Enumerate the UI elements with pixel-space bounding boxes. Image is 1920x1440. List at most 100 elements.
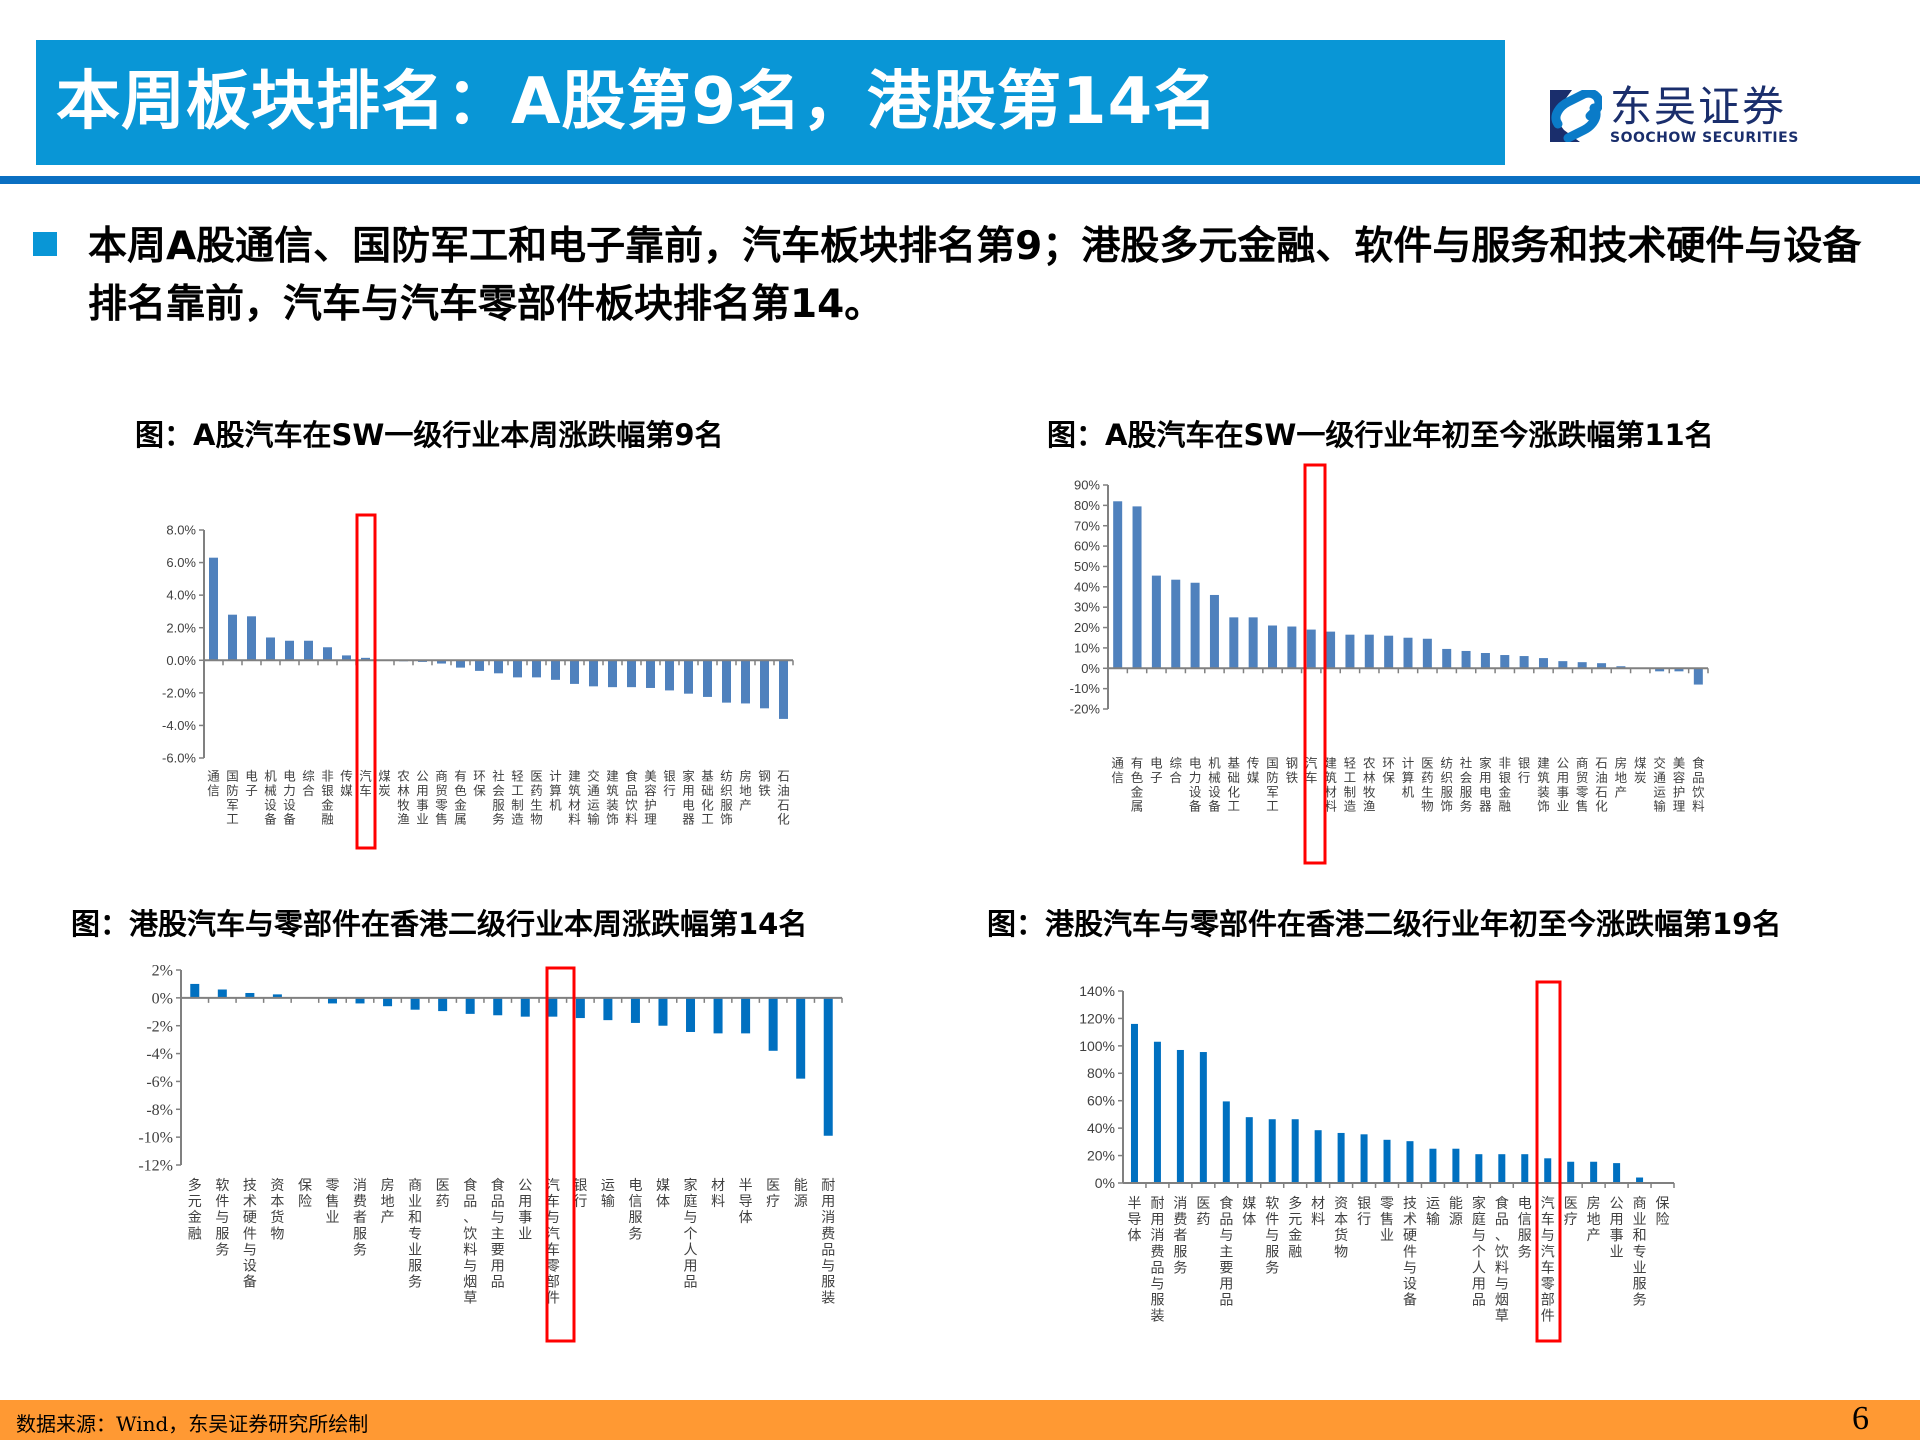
- logo-text-en: SOOCHOW SECURITIES: [1610, 130, 1799, 146]
- x-tick-label: 汽车: [1305, 756, 1318, 785]
- x-tick-label: 建筑装饰: [1537, 756, 1550, 814]
- bar-chart-a-ytd: 90% 80% 70% 60% 50% 40% 30% 20% 10% 0% -10% -20% 通信有…: [1070, 463, 1709, 865]
- x-tick-label: 食品饮料: [625, 769, 638, 827]
- y-tick-label: 90%: [1074, 478, 1100, 493]
- bar: [1422, 638, 1432, 669]
- y-tick-label: 80%: [1074, 498, 1100, 513]
- chart-title-a-ytd: 图：A股汽车在SW一级行业年初至今涨跌幅第11名: [1047, 418, 1714, 452]
- y-tick-label: 70%: [1074, 518, 1100, 533]
- x-tick-label: 电子: [245, 769, 258, 798]
- x-tick-label: 美容护理: [1673, 756, 1686, 814]
- highlight-box: [545, 966, 576, 1343]
- x-tick-label: 煤炭: [378, 769, 391, 798]
- x-tick-label: 环保: [473, 769, 486, 798]
- y-tick-label: -10%: [1070, 681, 1101, 696]
- bar: [465, 997, 475, 1014]
- bar: [1567, 1161, 1575, 1183]
- y-tick-label: 6.0%: [166, 555, 196, 570]
- x-tick-label: 国防军工: [1266, 756, 1279, 814]
- bar: [1519, 656, 1529, 669]
- bar: [1498, 1154, 1506, 1183]
- x-tick-label: 石油石化: [1595, 756, 1608, 814]
- bar-chart-a-week: 8.0% 6.0% 4.0% 2.0% 0.0% -2.0% -4.0% -6.0% 通信国防军…: [162, 513, 794, 850]
- x-tick-label: 通信: [1111, 756, 1124, 785]
- bar: [1442, 648, 1452, 669]
- x-tick-label: 传媒: [1247, 756, 1260, 785]
- data-source-note: 数据来源：Wind，东吴证券研究所绘制: [16, 1412, 369, 1436]
- bar: [1345, 634, 1355, 669]
- y-tick-label: -8%: [146, 1102, 173, 1119]
- y-tick-label: 4.0%: [166, 588, 196, 603]
- bar: [361, 657, 370, 661]
- x-tick-label: 资本货物: [270, 1178, 284, 1242]
- y-tick-label: -2%: [146, 1018, 173, 1035]
- x-tick-label: 交通运输: [1653, 756, 1666, 814]
- y-tick-label: 20%: [1074, 620, 1100, 635]
- y-tick-label: -2.0%: [162, 685, 196, 700]
- x-tick-label: 零售业: [325, 1178, 339, 1226]
- x-tick-label: 软件与服务: [1265, 1196, 1279, 1276]
- bar: [1337, 1132, 1345, 1183]
- x-tick-label: 国防军工: [226, 769, 239, 827]
- y-tick-label: 60%: [1087, 1093, 1115, 1109]
- y-tick-label: 2.0%: [166, 620, 196, 635]
- y-tick-label: 20%: [1087, 1147, 1115, 1163]
- x-tick-label: 食品饮料: [1692, 756, 1705, 814]
- bullet-square-icon: [33, 232, 57, 256]
- bar: [520, 997, 530, 1017]
- bar: [1475, 1154, 1483, 1183]
- x-tick-label: 公用事业: [416, 769, 429, 827]
- x-tick-label: 商贸零售: [1576, 756, 1589, 814]
- x-tick-label: 非银金融: [321, 769, 334, 827]
- bar: [768, 997, 778, 1051]
- x-tick-label: 综合: [302, 769, 315, 798]
- bar: [1521, 1154, 1529, 1183]
- bar: [327, 997, 337, 1004]
- y-tick-label: -10%: [138, 1130, 173, 1147]
- bar: [1558, 661, 1568, 669]
- bar: [1597, 663, 1607, 669]
- y-tick-label: 0%: [152, 990, 173, 1007]
- y-tick-label: 60%: [1074, 539, 1100, 554]
- bar: [703, 660, 712, 697]
- x-tick-label: 材料: [711, 1178, 725, 1210]
- y-tick-label: 0.0%: [166, 653, 196, 668]
- x-tick-label: 软件与服务: [215, 1178, 229, 1258]
- y-tick-label: 80%: [1087, 1065, 1115, 1081]
- x-tick-label: 计算机: [1402, 756, 1415, 800]
- highlight-box: [1303, 463, 1327, 865]
- bar: [1199, 1052, 1207, 1183]
- x-tick-label: 食品、饮料与烟草: [1495, 1195, 1509, 1325]
- footer-bar: 数据来源：Wind，东吴证券研究所绘制 6: [0, 1400, 1920, 1440]
- x-tick-label: 医疗: [766, 1178, 780, 1210]
- x-tick-label: 技术硬件与设备: [243, 1178, 257, 1291]
- x-tick-label: 交通运输: [587, 769, 600, 827]
- bar: [438, 997, 448, 1012]
- bar: [1590, 1161, 1598, 1183]
- bar: [575, 997, 585, 1019]
- x-tick-label: 保险: [1656, 1196, 1670, 1228]
- bar: [1130, 1023, 1138, 1183]
- summary-text: 本周A股通信、国防军工和电子靠前，汽车板块排名第9；港股多元金融、软件与服务和技…: [88, 224, 1862, 327]
- y-tick-label: -4.0%: [162, 718, 196, 733]
- x-tick-label: 计算机: [549, 769, 562, 813]
- bar: [1245, 1117, 1253, 1183]
- bar: [1113, 501, 1123, 669]
- x-tick-label: 商业和专业服务: [1633, 1196, 1647, 1309]
- bar: [247, 616, 256, 661]
- bar: [1209, 594, 1219, 669]
- x-tick-label: 家庭与个人用品: [684, 1177, 698, 1291]
- y-tick-label: -20%: [1070, 702, 1101, 717]
- bar: [1674, 668, 1684, 672]
- x-tick-label: 银行: [573, 1178, 587, 1210]
- x-tick-label: 家用电器: [1479, 756, 1492, 814]
- bar: [245, 992, 255, 998]
- x-tick-label: 媒体: [656, 1178, 670, 1210]
- x-tick-label: 商贸零售: [435, 769, 448, 827]
- bar: [323, 647, 332, 661]
- bar: [217, 989, 227, 998]
- bar: [1364, 634, 1374, 669]
- x-tick-label: 机械设备: [264, 769, 277, 827]
- chart-title-a-week: 图：A股汽车在SW一级行业本周涨跌幅第9名: [135, 418, 724, 452]
- chart-title-hk-week: 图：港股汽车与零部件在香港二级行业本周涨跌幅第14名: [71, 907, 808, 941]
